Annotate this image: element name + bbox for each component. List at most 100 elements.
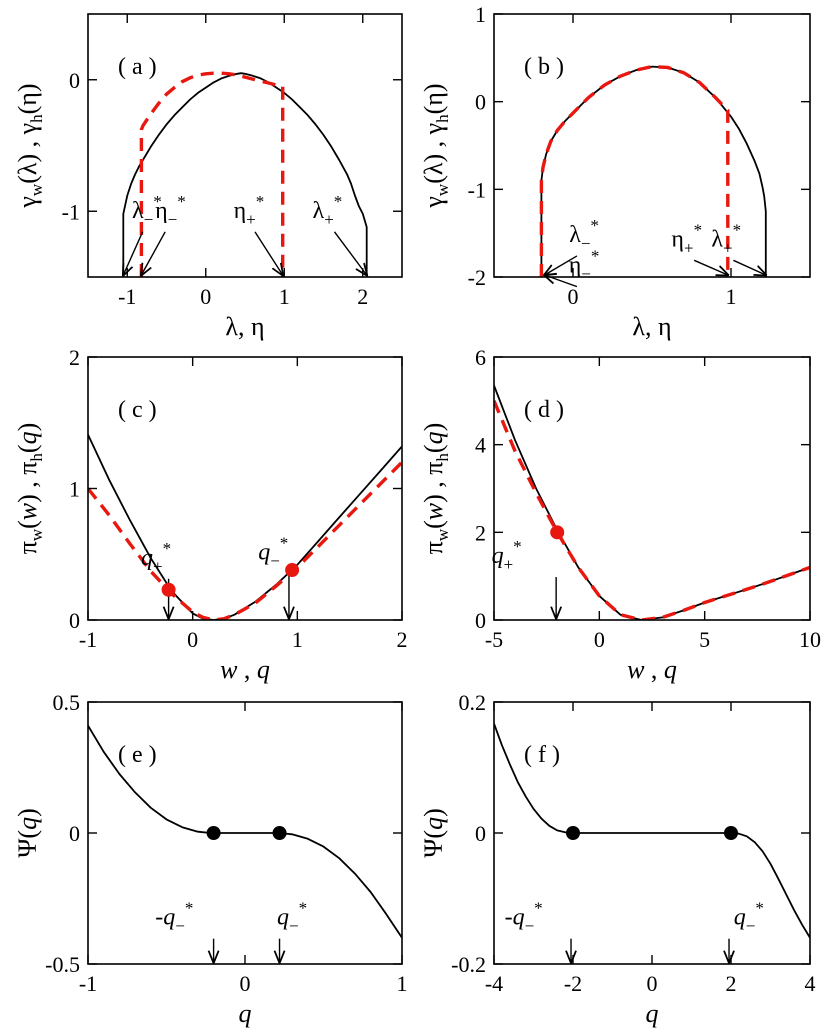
annotation-arrow (693, 259, 728, 275)
series-e-psi (88, 725, 402, 939)
x-axis-label: q (239, 999, 252, 1028)
y-tick-label: -1 (62, 199, 80, 224)
y-tick-label: -1 (468, 177, 486, 202)
x-tick-label: 0 (594, 627, 605, 652)
y-tick-label: -0.2 (451, 952, 486, 977)
y-tick-label: 2 (69, 345, 80, 370)
y-axis-label: γw(λ) , γh(η) (13, 83, 46, 208)
annotation-label: q−* (277, 899, 307, 936)
y-tick-label: 0 (475, 608, 486, 633)
panel-e: -1 0 1 -0.5 0 0.5 ( e ) Ψ(q) q -q−* q−* (13, 690, 408, 1028)
red-point-marker (550, 525, 565, 540)
x-axis-label: λ, η (225, 312, 264, 341)
annotation-label: λ+* (711, 220, 741, 257)
series-a-gamma_w (122, 72, 368, 277)
red-point-marker (285, 563, 300, 578)
annotation-arrow (254, 231, 283, 275)
y-tick-label: 0.5 (53, 690, 81, 715)
annotation-arrow (333, 231, 366, 275)
black-point-marker (566, 826, 580, 840)
y-tick-label: 0.2 (459, 690, 487, 715)
y-tick-label: -2 (468, 265, 486, 290)
y-tick-label: 0 (475, 90, 486, 115)
series-c-pi_h (88, 461, 402, 620)
x-tick-label: 2 (357, 284, 368, 309)
x-tick-label: -1 (79, 971, 97, 996)
panel-label: ( a ) (118, 54, 157, 80)
x-tick-label: 1 (397, 971, 408, 996)
annotation-label: q−* (258, 534, 288, 571)
x-tick-label: -1 (79, 627, 97, 652)
x-tick-label: 2 (397, 627, 408, 652)
x-axis-label: q (646, 999, 659, 1028)
panel-label: ( d ) (524, 397, 564, 423)
series-c-pi_w (88, 434, 402, 620)
black-point-marker (206, 826, 221, 840)
x-tick-label: -1 (118, 284, 136, 309)
panel-label: ( e ) (118, 742, 157, 768)
black-point-marker (272, 826, 287, 840)
x-axis-label: λ, η (632, 312, 671, 341)
y-axis-label: πw(w) , πh(q) (13, 423, 46, 555)
x-tick-label: 1 (279, 284, 290, 309)
annotation-arrow (141, 231, 166, 275)
annotation-arrow (545, 255, 578, 275)
annotation-label: η+* (671, 220, 702, 257)
x-tick-label: 5 (699, 627, 710, 652)
y-tick-label: -0.5 (45, 952, 80, 977)
black-point-marker (724, 826, 738, 840)
annotation-arrow (545, 275, 578, 288)
annotation-label: q+* (492, 537, 522, 574)
y-tick-label: 1 (69, 477, 80, 502)
series-a-gamma_h (139, 71, 285, 277)
annotation-label: η−* (155, 192, 186, 229)
plot-frame-b (493, 13, 811, 278)
annotation-label: λ+* (313, 192, 343, 229)
x-tick-label: 0 (187, 627, 198, 652)
y-tick-label: 0 (69, 608, 80, 633)
annotation-label: η+* (234, 192, 265, 229)
annotation-label: q+* (141, 539, 171, 576)
panel-label: ( f ) (524, 742, 560, 768)
panel-label: ( c ) (118, 397, 157, 423)
x-tick-label: 4 (805, 971, 816, 996)
panel-label: ( b ) (524, 54, 564, 80)
plot-frame-a (87, 13, 403, 278)
y-tick-label: 0 (475, 821, 486, 846)
x-axis-label: w , q (627, 655, 677, 684)
x-tick-label: -2 (564, 971, 582, 996)
annotation-label: q−* (734, 899, 764, 936)
x-tick-label: 10 (799, 627, 821, 652)
y-axis-label: Ψ(q) (419, 808, 448, 858)
y-tick-label: 0 (69, 68, 80, 93)
red-point-marker (161, 582, 176, 597)
x-tick-label: -5 (485, 627, 503, 652)
y-tick-label: 2 (475, 520, 486, 545)
y-tick-label: 0 (69, 821, 80, 846)
annotation-label: -q−* (505, 899, 543, 936)
x-tick-label: -4 (485, 971, 503, 996)
x-tick-label: 1 (726, 284, 737, 309)
x-tick-label: 0 (647, 971, 658, 996)
panel-a: -1 0 1 2 -1 0 ( a ) γw(λ) , γh(η) λ, η λ−*η−* η+* λ… (13, 13, 403, 341)
annotation-label: λ−* (132, 192, 162, 229)
panel-b: 0 1 -2 -1 0 1 ( b ) γw(λ) , γh(η) λ, η λ−*η−* η+* λ… (419, 2, 811, 341)
y-axis-label: πw(w) , πh(q) (419, 423, 452, 555)
annotation-label: λ−* (569, 216, 599, 253)
x-axis-label: w , q (220, 655, 270, 684)
x-tick-label: 1 (292, 627, 303, 652)
x-tick-label: 2 (726, 971, 737, 996)
x-tick-label: 0 (568, 284, 579, 309)
y-tick-label: 4 (475, 433, 486, 458)
annotation-label: η−* (569, 247, 600, 284)
series-b-gamma_h (539, 64, 730, 277)
plot-frame-d (493, 356, 811, 621)
y-axis-label: γw(λ) , γh(η) (419, 83, 452, 208)
series-f-psi (494, 723, 810, 939)
panel-f: -4 -2 0 2 4 -0.2 0 0.2 ( f ) Ψ(q) q -q−* q−* (419, 690, 816, 1028)
x-tick-label: 0 (200, 284, 211, 309)
y-tick-label: 6 (475, 345, 486, 370)
